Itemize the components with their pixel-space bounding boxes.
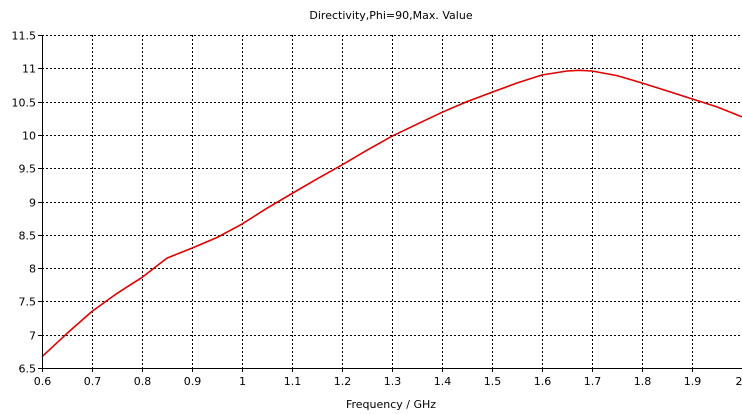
x-tick-label: 1.4 bbox=[434, 375, 452, 388]
x-tick-label: 1 bbox=[239, 375, 246, 388]
x-tick-label: 1.1 bbox=[284, 375, 302, 388]
x-tick-label: 1.7 bbox=[584, 375, 602, 388]
y-tick-label: 8 bbox=[29, 263, 36, 276]
x-tick-label: 2 bbox=[736, 375, 742, 388]
x-tick-label: 0.7 bbox=[84, 375, 102, 388]
y-tick-label: 8.5 bbox=[19, 230, 37, 243]
x-tick-label: 1.3 bbox=[384, 375, 402, 388]
y-tick-label: 6.5 bbox=[19, 363, 37, 376]
y-tick-labels: 6.5 7 7.5 8 8.5 9 9.5 10 10.5 11 11.5 bbox=[12, 30, 37, 376]
y-tick-label: 11.5 bbox=[12, 30, 37, 43]
chart-title: Directivity,Phi=90,Max. Value bbox=[309, 9, 472, 22]
x-tick-label: 1.8 bbox=[634, 375, 652, 388]
x-tick-label: 0.6 bbox=[34, 375, 52, 388]
x-tick-label: 1.9 bbox=[684, 375, 702, 388]
y-tick-label: 7.5 bbox=[19, 296, 37, 309]
grid-lines bbox=[42, 35, 742, 368]
y-tick-label: 9.5 bbox=[19, 163, 37, 176]
x-tick-label: 1.5 bbox=[484, 375, 502, 388]
y-tick-label: 10.5 bbox=[12, 97, 37, 110]
series-line-directivity bbox=[41, 69, 742, 358]
x-tick-label: 0.8 bbox=[134, 375, 152, 388]
y-tick-label: 9 bbox=[29, 197, 36, 210]
series-layer bbox=[41, 69, 742, 358]
x-tick-label: 1.2 bbox=[334, 375, 352, 388]
x-tick-label: 1.6 bbox=[534, 375, 552, 388]
axes bbox=[38, 35, 742, 372]
y-tick-label: 10 bbox=[22, 130, 36, 143]
x-tick-labels: 0.6 0.7 0.8 0.9 1 1.1 1.2 1.3 1.4 1.5 1.6 1.7 1.8 1.9… bbox=[34, 375, 742, 388]
x-tick-label: 0.9 bbox=[184, 375, 202, 388]
y-tick-label: 7 bbox=[29, 330, 36, 343]
x-axis-label: Frequency / GHz bbox=[346, 398, 436, 411]
y-tick-label: 11 bbox=[22, 63, 36, 76]
